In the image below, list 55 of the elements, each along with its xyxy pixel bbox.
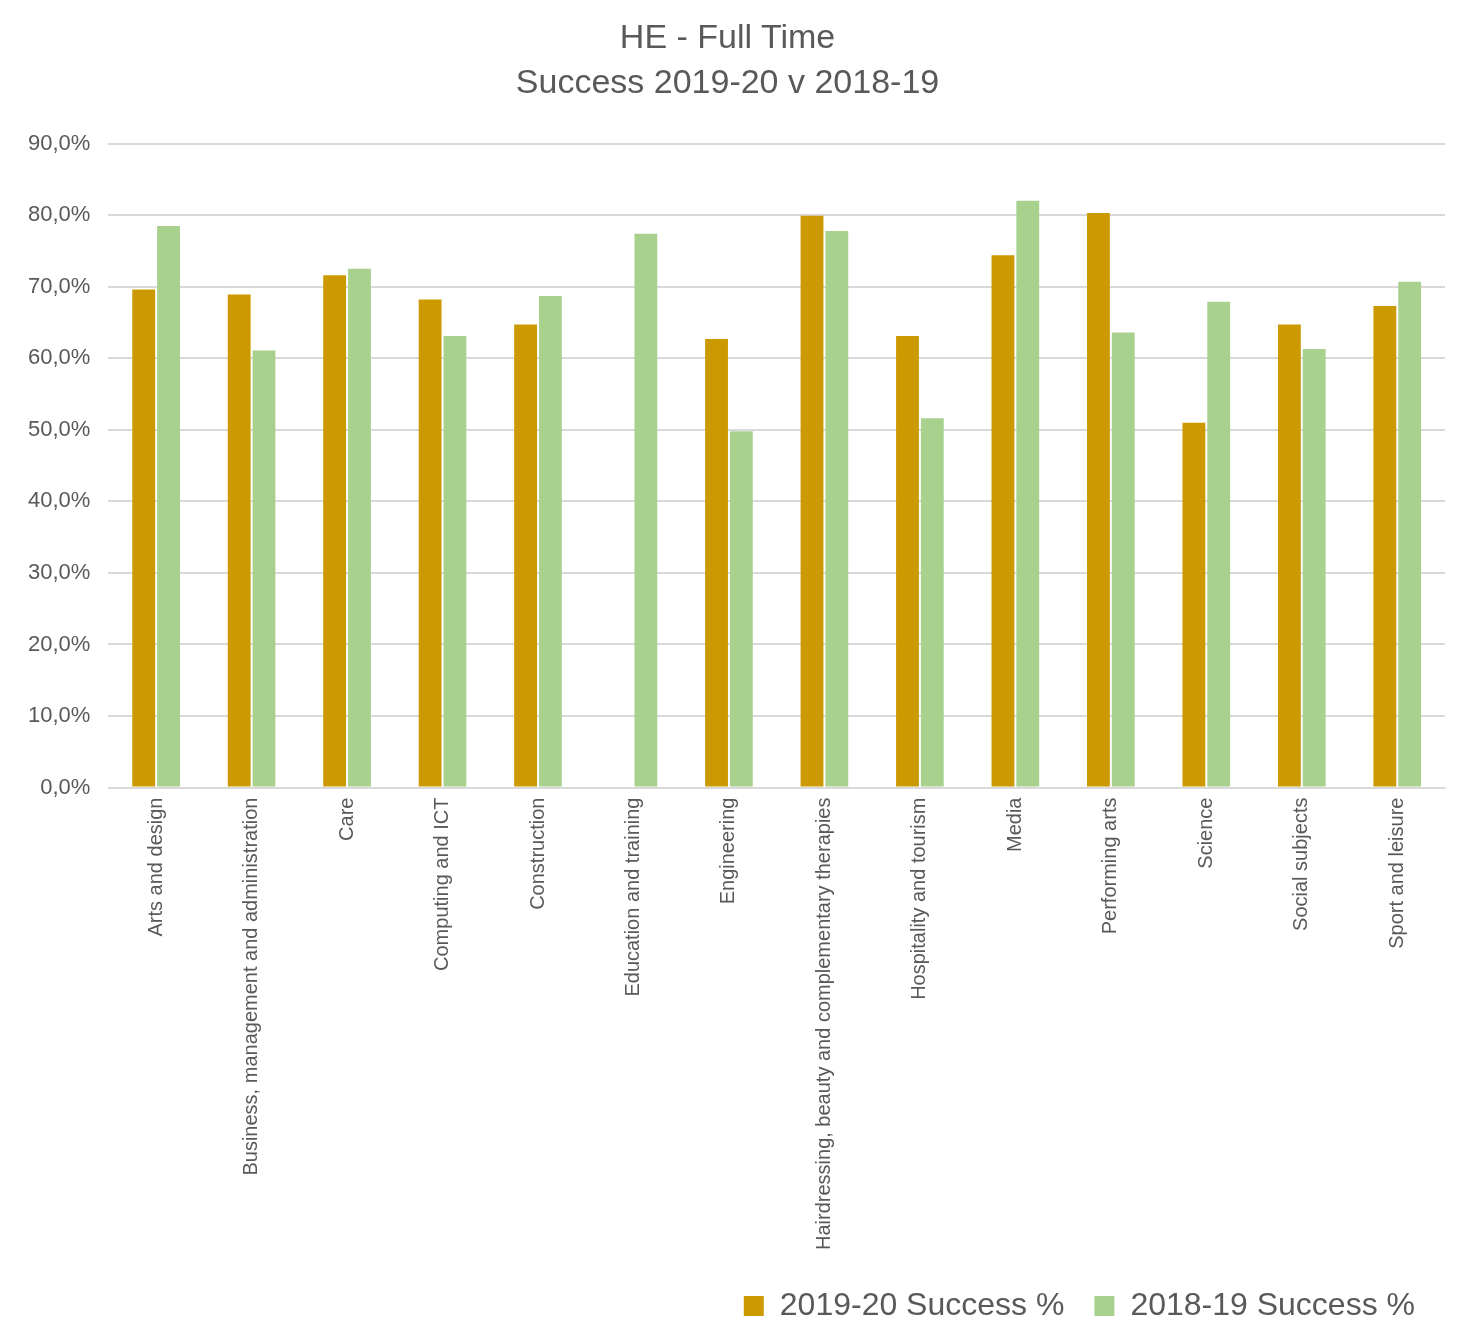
- bar: [348, 268, 371, 787]
- y-tick-label: 50,0%: [27, 415, 91, 441]
- y-tick-label: 60,0%: [27, 344, 91, 370]
- legend-label: 2018-19 Success %: [1130, 1285, 1415, 1322]
- y-tick-label: 30,0%: [27, 558, 91, 584]
- x-tick-label: Business, management and administration: [239, 797, 262, 1176]
- bar: [991, 255, 1015, 787]
- bar: [132, 289, 156, 787]
- bar: [514, 324, 538, 787]
- x-tick-label: Engineering: [716, 797, 739, 905]
- bar: [323, 275, 347, 787]
- bar: [634, 233, 658, 787]
- bar: [1302, 348, 1326, 787]
- bar: [418, 299, 442, 787]
- x-tick-label: Education and training: [621, 797, 643, 997]
- bar: [539, 296, 562, 787]
- bar: [1087, 213, 1110, 787]
- x-tick-label: Hospitality and tourism: [907, 797, 930, 1000]
- bar: [1373, 306, 1397, 787]
- x-tick-label: Computing and ICT: [430, 797, 453, 971]
- bar: [1182, 422, 1206, 787]
- legend-label: 2019-20 Success %: [779, 1285, 1065, 1322]
- x-tick-label: Science: [1193, 797, 1216, 869]
- x-tick-label: Construction: [525, 797, 548, 910]
- y-tick-label: 0,0%: [40, 773, 91, 799]
- bar: [443, 336, 467, 787]
- chart-subtitle: Success 2019-20 v 2018-19: [515, 61, 940, 100]
- bar: [1207, 301, 1231, 787]
- y-tick-label: 70,0%: [27, 272, 91, 298]
- bar: [1398, 281, 1422, 787]
- bar: [1111, 332, 1135, 787]
- bar: [252, 350, 276, 787]
- bar: [920, 418, 944, 787]
- bar: [825, 230, 849, 787]
- y-tick-label: 20,0%: [27, 630, 91, 656]
- y-tick-label: 10,0%: [27, 702, 91, 728]
- bar: [896, 336, 919, 787]
- x-tick-label: Media: [1002, 796, 1025, 853]
- bar: [157, 225, 180, 787]
- bar: [1016, 200, 1040, 787]
- chart-title: HE - Full Time: [619, 16, 836, 55]
- x-tick-label: Care: [334, 797, 357, 841]
- bar: [729, 431, 753, 787]
- bar: [1277, 324, 1301, 787]
- y-tick-label: 40,0%: [27, 487, 91, 513]
- bar: [227, 294, 251, 787]
- x-tick-label: Social subjects: [1289, 797, 1312, 931]
- bar: [800, 215, 824, 787]
- y-tick-label: 80,0%: [27, 201, 91, 227]
- bar: [705, 338, 728, 787]
- x-tick-label: Performing arts: [1098, 797, 1121, 935]
- y-tick-label: 90,0%: [27, 129, 91, 155]
- x-tick-label: Sport and leisure: [1384, 797, 1407, 949]
- x-tick-label: Arts and design: [143, 797, 166, 937]
- x-tick-label: Hairdressing, beauty and complementary therapies: [811, 797, 834, 1251]
